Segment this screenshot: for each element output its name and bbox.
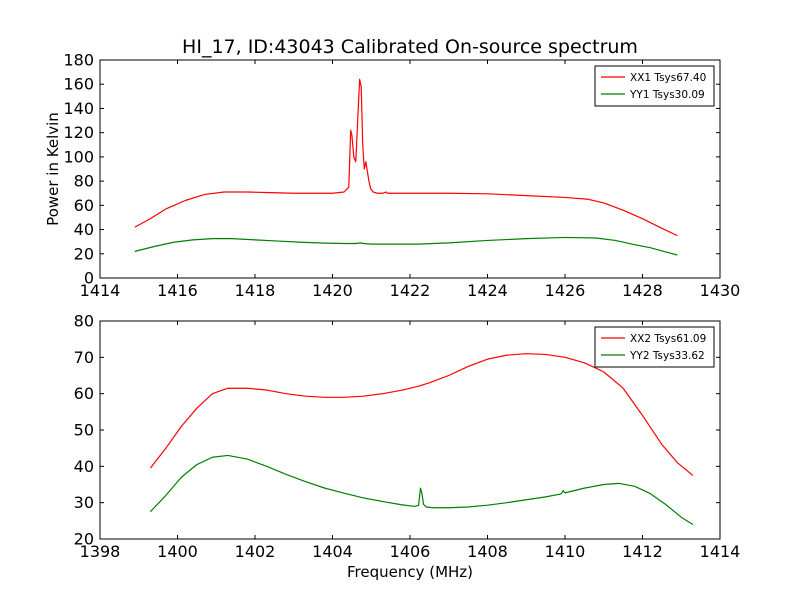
legend-entry-label: XX1 Tsys67.40 bbox=[630, 72, 706, 84]
y-tick-label: 180 bbox=[63, 51, 94, 70]
x-tick-label: 1398 bbox=[80, 542, 121, 561]
y-tick-label: 60 bbox=[74, 384, 94, 403]
x-tick-label: 1416 bbox=[157, 281, 198, 300]
y-tick-label: 50 bbox=[74, 421, 94, 440]
legend-box bbox=[594, 65, 715, 107]
plot-panel-1: 1414 1416 1418 1420 1422 1424 1426 1428 1430 0 20 4… bbox=[44, 51, 740, 301]
legend: XX1 Tsys67.40 YY1 Tsys30.09 bbox=[594, 65, 715, 107]
x-tick-label: 1420 bbox=[312, 281, 353, 300]
figure-title: HI_17, ID:43043 Calibrated On-source spe… bbox=[182, 36, 638, 58]
series-line-2-2 bbox=[149, 454, 694, 525]
x-tick-label: 1426 bbox=[545, 281, 586, 300]
legend-entry-label: YY2 Tsys33.62 bbox=[629, 350, 705, 362]
y-tick-label: 20 bbox=[74, 530, 94, 549]
plot-panel-2: 1398 1400 1402 1404 1406 1408 1410 1412 1414 20 30… bbox=[74, 312, 741, 582]
x-tick-label: 1418 bbox=[235, 281, 276, 300]
y-tick-label: 100 bbox=[63, 147, 94, 166]
y-tick-label: 60 bbox=[74, 196, 94, 215]
series-line-1-2 bbox=[134, 236, 678, 256]
y-tick-label: 140 bbox=[63, 99, 94, 118]
y-axis-label: Power in Kelvin bbox=[44, 112, 62, 226]
y-tick-label: 40 bbox=[74, 457, 94, 476]
y-tick-label: 70 bbox=[74, 348, 94, 367]
x-tick-label: 1404 bbox=[312, 542, 353, 561]
y-tick-label: 120 bbox=[63, 123, 94, 142]
y-tick-label: 30 bbox=[74, 493, 94, 512]
x-tick-label: 1428 bbox=[622, 281, 663, 300]
legend-box bbox=[594, 326, 715, 368]
y-tick-label: 160 bbox=[63, 75, 94, 94]
y-tick-label: 20 bbox=[74, 244, 94, 263]
x-tick-label: 1406 bbox=[390, 542, 431, 561]
y-tick-label: 40 bbox=[74, 220, 94, 239]
x-tick-label: 1400 bbox=[157, 542, 198, 561]
series-line-1-1 bbox=[134, 78, 678, 237]
y-tick-label: 80 bbox=[74, 312, 94, 331]
x-tick-label: 1408 bbox=[467, 542, 508, 561]
y-tick-label: 0 bbox=[84, 269, 94, 288]
x-tick-label: 1422 bbox=[390, 281, 431, 300]
series-line-2-1 bbox=[149, 353, 694, 476]
x-tick-label: 1430 bbox=[700, 281, 741, 300]
legend: XX2 Tsys61.09 YY2 Tsys33.62 bbox=[594, 326, 715, 368]
x-tick-label: 1410 bbox=[545, 542, 586, 561]
x-tick-label: 1424 bbox=[467, 281, 508, 300]
x-tick-label: 1412 bbox=[622, 542, 663, 561]
y-tick-label: 80 bbox=[74, 172, 94, 191]
x-axis-label: Frequency (MHz) bbox=[347, 563, 473, 581]
legend-entry-label: YY1 Tsys30.09 bbox=[629, 89, 705, 101]
x-tick-label: 1414 bbox=[80, 281, 121, 300]
x-tick-label: 1414 bbox=[700, 542, 741, 561]
x-tick-label: 1402 bbox=[235, 542, 276, 561]
legend-entry-label: XX2 Tsys61.09 bbox=[630, 333, 706, 345]
